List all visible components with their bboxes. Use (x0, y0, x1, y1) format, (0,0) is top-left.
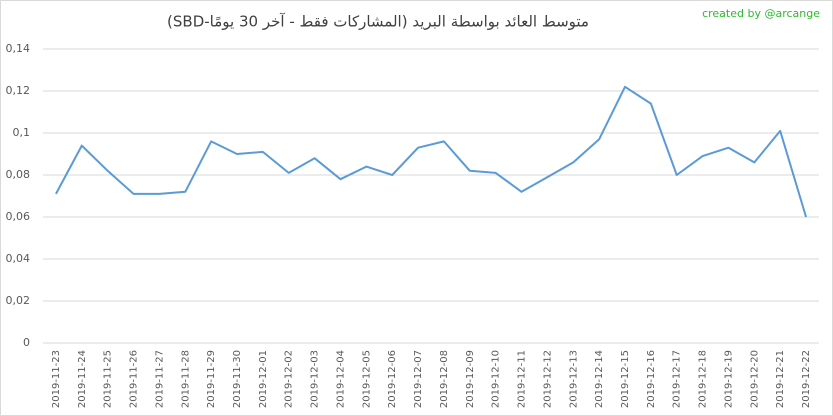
x-tick-label: 2019-11-24 (77, 350, 88, 408)
y-tick-label: 0,08 (6, 168, 31, 181)
x-tick-label: 2019-12-11 (517, 350, 528, 408)
data-line (55, 85, 808, 218)
x-tick-label: 2019-12-04 (335, 350, 346, 408)
y-tick-label: 0,12 (6, 84, 31, 97)
x-tick-label: 2019-11-28 (180, 350, 191, 408)
y-tick-label: 0,02 (6, 294, 31, 307)
x-tick-label: 2019-11-27 (154, 350, 165, 408)
y-tick-label: 0,04 (6, 252, 31, 265)
x-tick-label: 2019-12-08 (439, 350, 450, 408)
chart-title: متوسط العائد بواسطة البريد (المشاركات فق… (167, 13, 589, 31)
x-tick-label: 2019-11-29 (206, 350, 217, 408)
x-tick-label: 2019-12-12 (542, 350, 553, 408)
x-tick-label: 2019-12-07 (413, 350, 424, 408)
x-tick-label: 2019-12-03 (310, 350, 321, 408)
x-tick-label: 2019-11-23 (51, 350, 62, 408)
x-tick-label: 2019-12-17 (672, 350, 683, 408)
x-tick-label: 2019-12-15 (620, 350, 631, 408)
x-tick-label: 2019-11-25 (103, 350, 114, 408)
x-tick-label: 2019-11-26 (129, 350, 140, 408)
x-tick-label: 2019-12-14 (594, 350, 605, 408)
y-tick-label: 0 (23, 336, 30, 349)
x-tick-label: 2019-12-20 (749, 350, 760, 408)
x-tick-label: 2019-12-06 (387, 350, 398, 408)
x-tick-label: 2019-12-16 (646, 350, 657, 408)
x-tick-label: 2019-12-09 (465, 350, 476, 408)
x-tick-label: 2019-12-01 (258, 350, 269, 408)
x-tick-label: 2019-12-13 (568, 350, 579, 408)
x-tick-label: 2019-12-22 (801, 350, 812, 408)
y-tick-label: 0,06 (6, 210, 31, 223)
x-tick-label: 2019-11-30 (232, 350, 243, 408)
x-tick-label: 2019-12-19 (723, 350, 734, 408)
x-tick-label: 2019-12-18 (698, 350, 709, 408)
watermark: created by @arcange (702, 7, 820, 20)
y-tick-label: 0,14 (6, 42, 31, 55)
x-tick-label: 2019-12-10 (491, 350, 502, 408)
x-tick-label: 2019-12-21 (775, 350, 786, 408)
y-tick-label: 0,1 (13, 126, 31, 139)
x-tick-label: 2019-12-05 (361, 350, 372, 408)
x-tick-label: 2019-12-02 (284, 350, 295, 408)
